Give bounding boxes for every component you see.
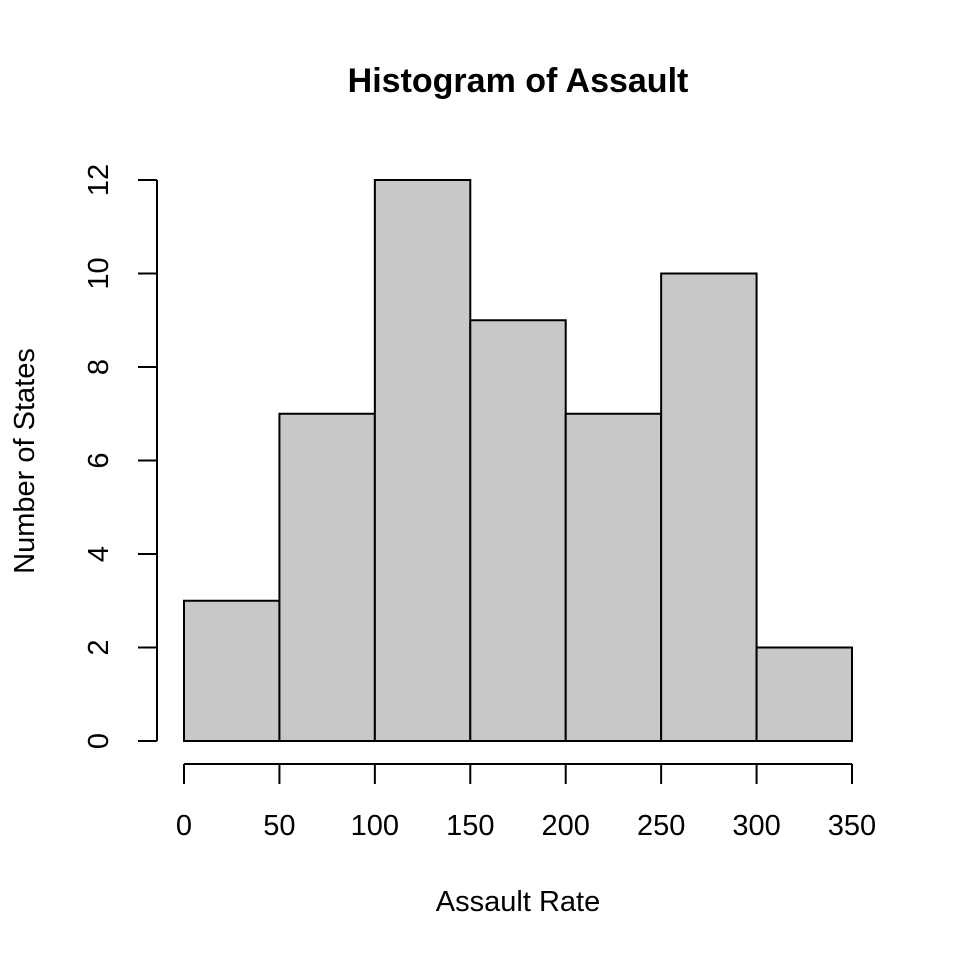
- x-axis-title: Assault Rate: [436, 886, 600, 918]
- x-tick-label-5: 250: [637, 810, 685, 842]
- y-tick-label-2: 4: [83, 546, 115, 562]
- y-tick-label-6: 12: [83, 164, 115, 196]
- histogram-bar-2: [373, 179, 472, 742]
- chart-title: Histogram of Assault: [348, 62, 689, 100]
- x-axis: 0 50 100 150 200 250 300 350: [176, 763, 876, 842]
- y-tick-label-4: 8: [83, 359, 115, 375]
- y-tick-label-3: 6: [83, 452, 115, 468]
- x-tick-label-7: 350: [828, 810, 876, 842]
- x-tick-label-4: 200: [542, 810, 590, 842]
- y-tick-label-0: 0: [83, 733, 115, 749]
- histogram-bar-1: [278, 412, 376, 742]
- y-tick-label-1: 2: [83, 639, 115, 655]
- x-tick-label-0: 0: [176, 810, 192, 842]
- histogram-bar-0: [183, 599, 281, 742]
- histogram-bar-5: [660, 272, 758, 742]
- y-axis: 0 2 4 6 8 10 12: [83, 164, 158, 749]
- histogram-bar-6: [755, 646, 853, 742]
- y-axis-title: Number of States: [9, 348, 41, 574]
- bars-group: [183, 179, 853, 742]
- x-tick-label-1: 50: [263, 810, 295, 842]
- y-tick-label-5: 10: [83, 257, 115, 289]
- histogram-bar-4: [564, 412, 663, 742]
- x-tick-label-2: 100: [351, 810, 399, 842]
- x-tick-label-6: 300: [732, 810, 780, 842]
- x-tick-label-3: 150: [446, 810, 494, 842]
- histogram-bar-3: [469, 319, 567, 742]
